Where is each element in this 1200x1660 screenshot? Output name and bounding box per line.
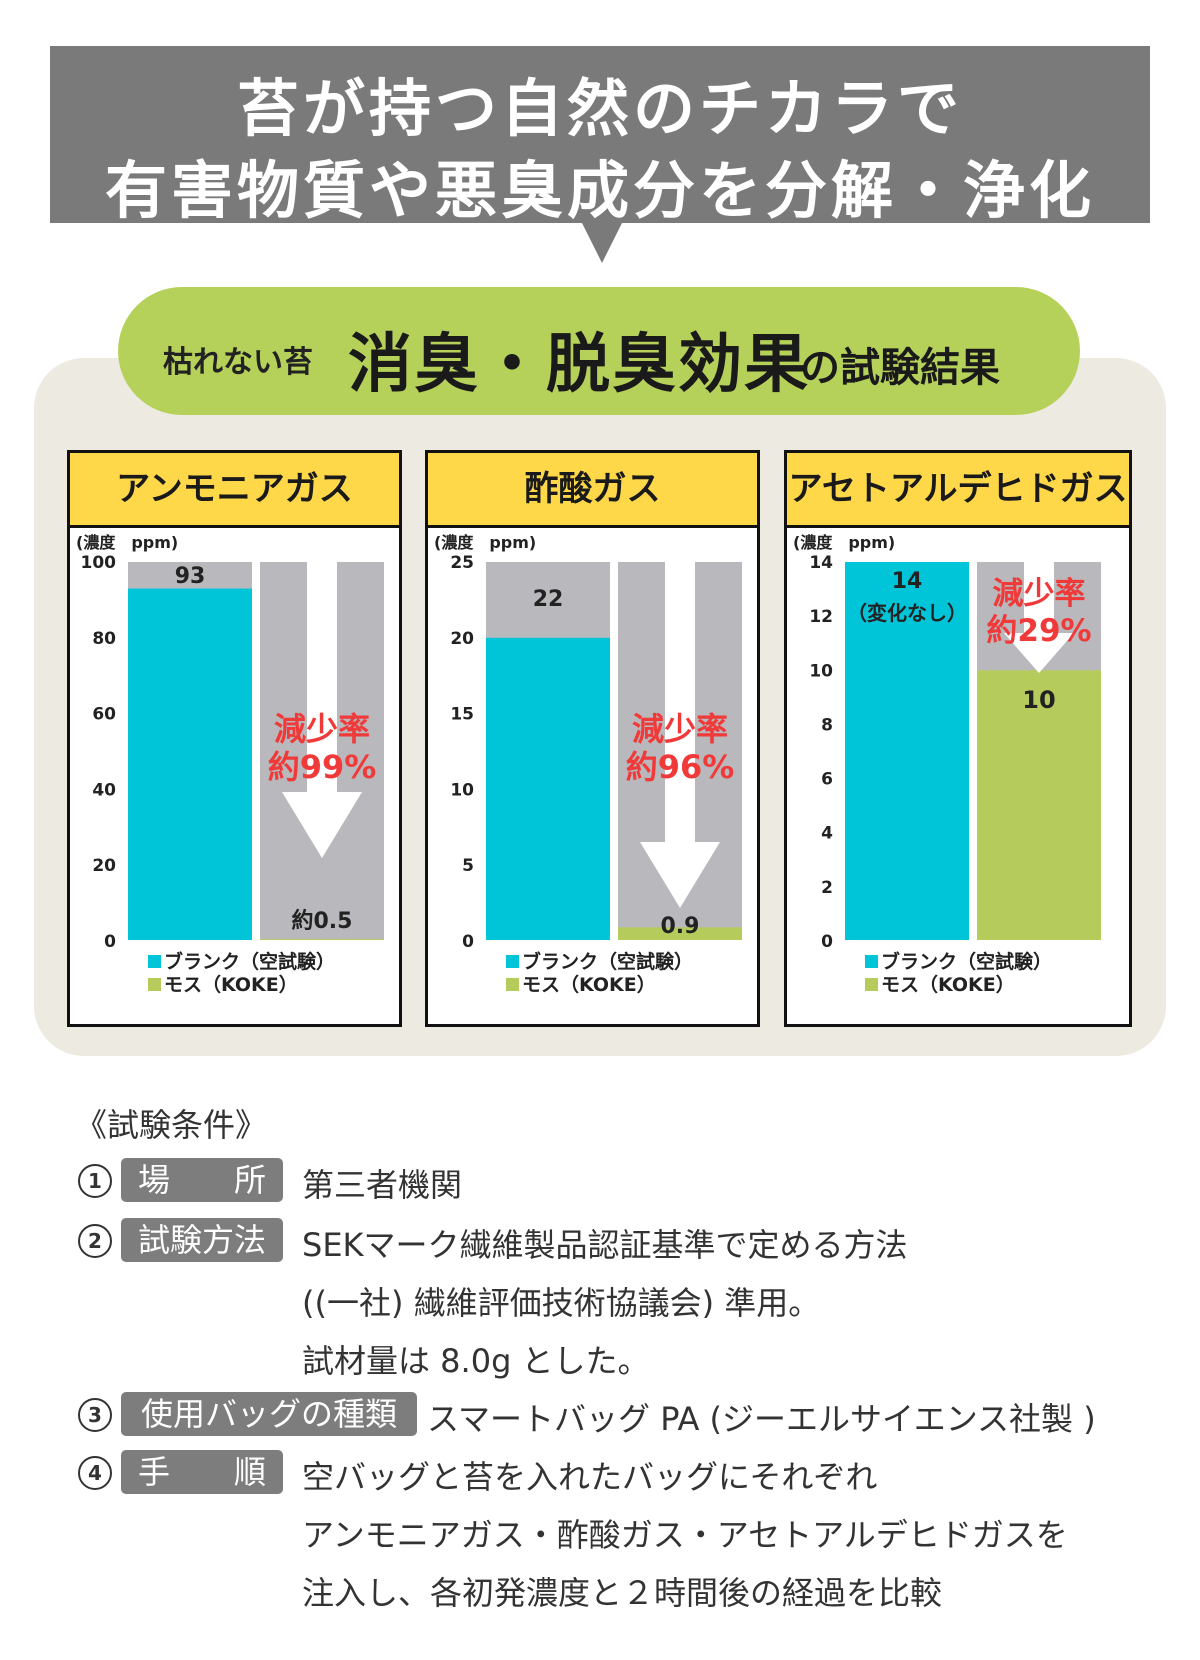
legend-swatch-blank [865,955,878,968]
item-number: 1 [78,1164,112,1198]
item-text: アンモニアガス・酢酸ガス・アセトアルデヒドガスを [302,1516,1068,1554]
blank-value-label: 14 [892,569,923,594]
reduction-arrow [1004,562,1074,673]
y-tick-label: 25 [450,553,474,573]
y-axis-label: (濃度 ppm) [76,533,178,552]
conditions-title: 《試験条件》 [75,1106,268,1144]
legend-swatch-blank [148,955,161,968]
item-tag: 手 順 [121,1450,283,1494]
legend-label-blank: ブランク（空試験） [164,950,335,973]
blank-note-label: （変化なし） [847,601,967,625]
item-tag: 場 所 [121,1158,283,1202]
item-tag: 試験方法 [121,1218,283,1262]
y-tick-label: 80 [92,629,116,649]
header-line-1: 苔が持つ自然のチカラで [236,72,963,145]
product-name: 枯れない苔 [163,345,313,380]
blank-bar [486,637,610,941]
item-text: ((一社) 繊維評価技術協議会) 準用。 [302,1284,821,1322]
y-tick-label: 6 [821,770,833,790]
chart-acetic-acid: 酢酸ガス (濃度 ppm) 0 5 10 15 20 25 22 0.9 減少率 約96% ブランク（… [425,450,760,1027]
chart-acetaldehyde: アセトアルデヒドガス (濃度 ppm) 0 2 4 6 8 10 12 14 14 （変化なし） 10… [784,450,1132,1027]
reduction-label-line1: 減少率 [632,710,728,748]
blank-value-label: 93 [175,564,206,589]
blank-bar [128,588,252,941]
chart-title: アセトアルデヒドガス [787,453,1129,528]
blank-bar [845,562,969,941]
item-text: 空バッグと苔を入れたバッグにそれぞれ [302,1458,878,1496]
y-tick-label: 20 [92,856,116,876]
y-tick-label: 2 [821,878,833,898]
reduction-arrow [282,562,362,858]
y-tick-label: 10 [809,661,833,681]
legend-swatch-moss [506,978,519,991]
item-text: スマートバッグ PA (ジーエルサイエンス社製 ) [427,1400,1096,1438]
legend-label-blank: ブランク（空試験） [881,950,1052,973]
y-axis-label: (濃度 ppm) [434,533,536,552]
legend-label-moss: モス（KOKE） [522,973,656,996]
legend-swatch-moss [865,978,878,991]
y-tick-label: 12 [809,607,833,627]
item-text: 試材量は 8.0g とした。 [302,1342,650,1380]
moss-value-label: 約0.5 [292,908,353,934]
reduction-label-line2: 約29% [986,613,1091,649]
legend-swatch-blank [506,955,519,968]
y-tick-label: 15 [450,705,474,725]
moss-bar [618,927,742,941]
effect-title: 消臭・脱臭効果 [348,328,810,402]
item-number: 4 [78,1456,112,1490]
legend-label-blank: ブランク（空試験） [522,950,693,973]
y-tick-label: 4 [821,824,833,844]
reduction-label-line1: 減少率 [993,576,1086,612]
y-tick-label: 0 [821,932,833,952]
item-tag: 使用バッグの種類 [121,1392,417,1436]
chart-title: 酢酸ガス [428,453,757,528]
y-tick-label: 60 [92,705,116,725]
reduction-label-line1: 減少率 [274,710,370,748]
legend-label-moss: モス（KOKE） [881,973,1015,996]
blank-value-label: 22 [533,587,564,612]
y-tick-label: 10 [450,780,474,800]
moss-value-label: 10 [1022,686,1055,714]
legend-label-moss: モス（KOKE） [164,973,298,996]
legend-swatch-moss [148,978,161,991]
y-axis-label: (濃度 ppm) [793,533,895,552]
item-number: 2 [78,1224,112,1258]
chart-title: アンモニアガス [70,453,399,528]
results-suffix: の試験結果 [800,345,1000,391]
item-text: SEKマーク繊維製品認証基準で定める方法 [302,1226,908,1264]
y-tick-label: 14 [809,553,833,573]
header-line-2: 有害物質や悪臭成分を分解・浄化 [104,154,1095,227]
y-tick-label: 20 [450,629,474,649]
y-tick-label: 40 [92,780,116,800]
y-tick-label: 0 [462,932,474,952]
header-pointer [582,223,622,263]
y-tick-label: 8 [821,715,833,735]
reduction-label-line2: 約96% [626,748,735,786]
chart-ammonia: アンモニアガス (濃度 ppm) 0 20 40 60 80 100 93 約0.5 減少率 約99… [67,450,402,1027]
item-text: 第三者機関 [302,1166,463,1204]
item-number: 3 [78,1398,112,1432]
moss-value-label: 0.9 [661,914,700,939]
item-text: 注入し、各初発濃度と２時間後の経過を比較 [302,1574,943,1612]
y-tick-label: 5 [462,856,474,876]
reduction-arrow [640,562,720,908]
reduction-label-line2: 約99% [268,748,377,786]
y-tick-label: 100 [81,553,117,573]
moss-bar [977,670,1101,941]
y-tick-label: 0 [104,932,116,952]
results-title-pill: 枯れない苔 消臭・脱臭効果 の試験結果 [118,287,1080,415]
header-banner: 苔が持つ自然のチカラで 有害物質や悪臭成分を分解・浄化 [50,46,1150,227]
